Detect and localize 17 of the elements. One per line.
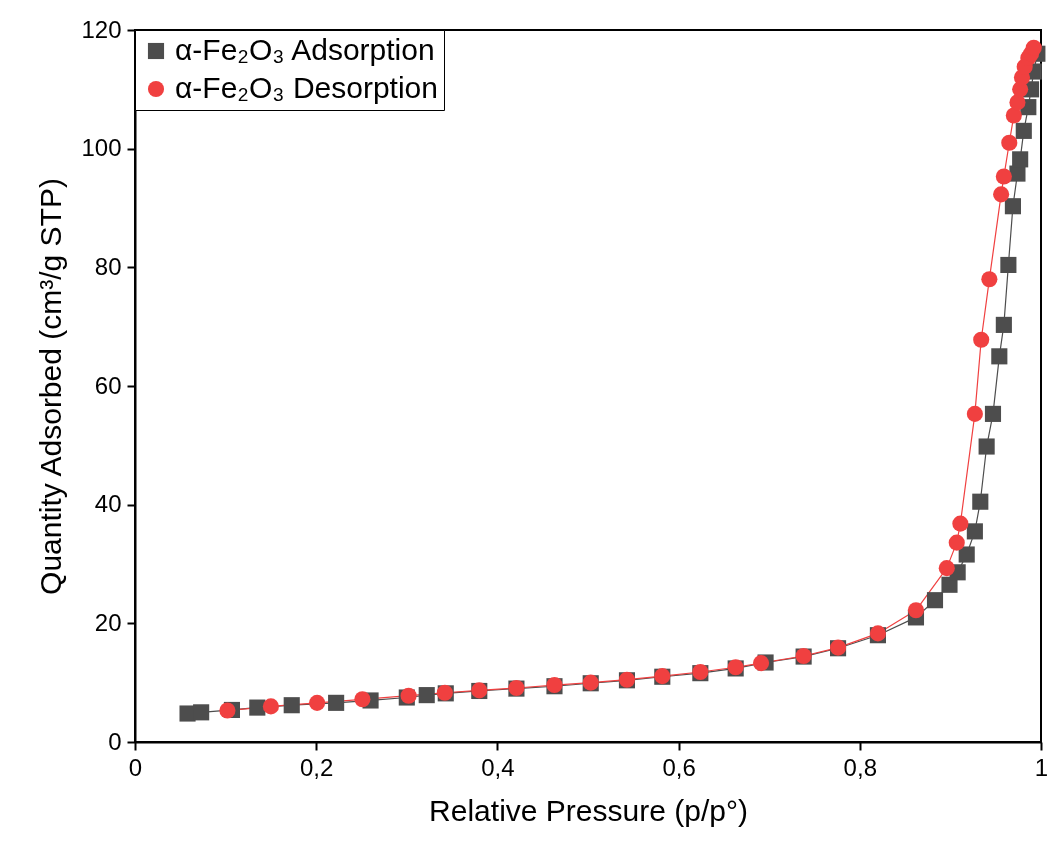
legend-label: α-Fe₂O₃ Adsorption <box>175 33 435 66</box>
x-tick-label: 0,6 <box>662 753 696 781</box>
y-tick-label: 40 <box>94 490 122 518</box>
y-tick-label: 120 <box>81 15 122 43</box>
y-tick-label: 60 <box>94 371 122 399</box>
x-tick-label: 1 <box>1034 753 1049 781</box>
legend-label: α-Fe₂O₃ Desorption <box>175 71 438 104</box>
y-tick-label: 20 <box>94 608 122 636</box>
x-tick-label: 0,4 <box>481 753 515 781</box>
y-tick-label: 100 <box>81 134 122 162</box>
y-axis-title: Quantity Adsorbed (cm³/g STP) <box>34 178 68 595</box>
x-tick-label: 0,2 <box>300 753 334 781</box>
x-tick-label: 0,8 <box>843 753 877 781</box>
y-tick-label: 80 <box>94 252 122 280</box>
x-axis-title: Relative Pressure (p/p°) <box>429 793 748 827</box>
x-tick-label: 0 <box>128 753 143 781</box>
y-tick-label: 0 <box>108 727 122 755</box>
